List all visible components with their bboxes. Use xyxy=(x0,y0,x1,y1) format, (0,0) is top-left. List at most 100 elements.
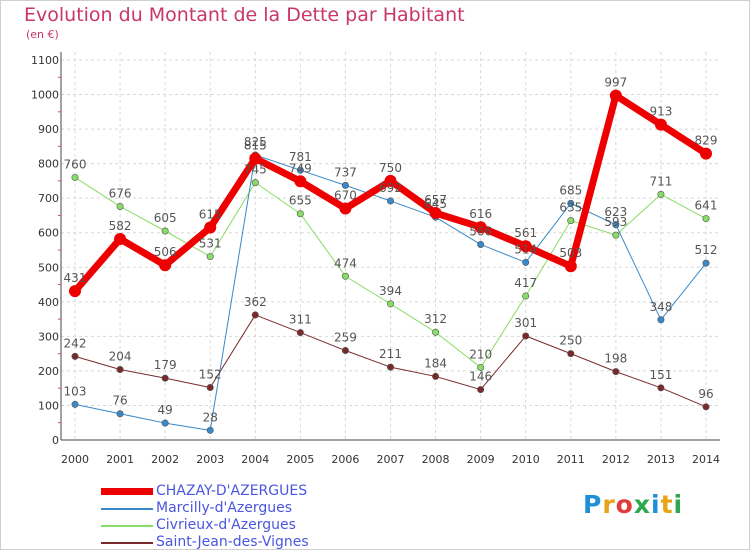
data-point xyxy=(294,175,307,188)
logo-letter: i xyxy=(651,490,661,519)
data-label: 242 xyxy=(64,336,87,350)
data-label: 531 xyxy=(199,237,222,251)
x-tick-label: 2012 xyxy=(602,453,630,466)
data-label: 641 xyxy=(695,199,718,213)
data-point xyxy=(474,221,487,234)
data-label: 745 xyxy=(244,163,267,177)
data-label: 514 xyxy=(514,242,537,256)
legend-swatch xyxy=(101,508,153,510)
data-label: 750 xyxy=(379,161,402,175)
data-label: 184 xyxy=(424,356,447,370)
data-label: 198 xyxy=(604,352,627,366)
data-label: 593 xyxy=(604,215,627,229)
data-point xyxy=(612,221,620,229)
data-label: 362 xyxy=(244,295,267,309)
legend-label: Saint-Jean-des-Vignes xyxy=(156,534,309,550)
data-point xyxy=(116,202,124,210)
data-point xyxy=(567,350,575,358)
logo-letter: P xyxy=(583,490,603,519)
data-point xyxy=(206,426,214,434)
data-label: 997 xyxy=(604,76,627,90)
data-point xyxy=(657,316,665,324)
data-label: 582 xyxy=(109,219,132,233)
data-point xyxy=(702,259,710,267)
data-label: 605 xyxy=(154,211,177,225)
data-label: 210 xyxy=(469,347,492,361)
data-point xyxy=(432,372,440,380)
data-label: 655 xyxy=(289,194,312,208)
data-point xyxy=(522,332,530,340)
data-point xyxy=(612,231,620,239)
data-label: 566 xyxy=(469,224,492,238)
data-point xyxy=(69,285,81,298)
data-label: 737 xyxy=(334,165,357,179)
y-tick-label: 800 xyxy=(38,158,59,171)
data-point xyxy=(161,227,169,235)
data-point xyxy=(386,363,394,371)
data-label: 623 xyxy=(604,205,627,219)
logo-letter: x xyxy=(633,490,651,519)
data-point xyxy=(251,311,259,319)
data-label: 152 xyxy=(199,367,222,381)
data-label: 829 xyxy=(695,134,718,148)
data-label: 616 xyxy=(469,207,492,221)
data-point xyxy=(522,258,530,266)
data-label: 204 xyxy=(109,350,132,364)
data-label: 211 xyxy=(379,347,402,361)
data-point xyxy=(116,410,124,418)
logo-letter: i xyxy=(673,490,684,519)
data-point xyxy=(654,118,667,131)
data-label: 76 xyxy=(112,394,127,408)
data-label: 474 xyxy=(334,256,357,270)
data-label: 512 xyxy=(695,243,718,257)
data-point xyxy=(609,89,622,102)
data-label: 103 xyxy=(64,384,87,398)
y-tick-label: 700 xyxy=(38,192,59,205)
data-point xyxy=(114,232,127,245)
data-point xyxy=(341,272,349,280)
data-point xyxy=(339,202,352,215)
data-label: 711 xyxy=(649,174,672,188)
y-tick-label: 300 xyxy=(38,330,59,343)
y-tick-label: 100 xyxy=(38,399,59,412)
data-label: 503 xyxy=(559,246,582,260)
legend-label: Civrieux-d'Azergues xyxy=(156,517,296,533)
data-label: 312 xyxy=(424,312,447,326)
data-point xyxy=(296,166,304,174)
chart-title: Evolution du Montant de la Dette par Hab… xyxy=(24,4,465,26)
data-point xyxy=(296,329,304,337)
x-tick-label: 2003 xyxy=(196,453,224,466)
data-label: 417 xyxy=(514,276,537,290)
data-label: 825 xyxy=(244,135,267,149)
data-point xyxy=(341,181,349,189)
data-label: 146 xyxy=(469,370,492,384)
logo-letter: o xyxy=(615,490,634,519)
y-tick-label: 1000 xyxy=(31,89,59,102)
data-label: 815 xyxy=(244,138,267,152)
data-point xyxy=(567,199,575,207)
data-label: 645 xyxy=(424,197,447,211)
data-point xyxy=(702,215,710,223)
data-point xyxy=(71,400,79,408)
data-label: 394 xyxy=(379,284,402,298)
data-point xyxy=(702,403,710,411)
data-point xyxy=(384,174,397,187)
data-label: 311 xyxy=(289,313,312,327)
y-tick-label: 0 xyxy=(52,434,59,447)
data-point xyxy=(249,152,262,165)
data-point xyxy=(386,300,394,308)
y-tick-label: 900 xyxy=(38,123,59,136)
data-point xyxy=(71,173,79,181)
data-label: 760 xyxy=(64,157,87,171)
data-label: 28 xyxy=(203,410,218,424)
data-point xyxy=(657,190,665,198)
data-label: 250 xyxy=(559,334,582,348)
data-label: 657 xyxy=(424,193,447,207)
data-point xyxy=(477,386,485,394)
data-point xyxy=(71,352,79,360)
data-label: 348 xyxy=(649,300,672,314)
data-point xyxy=(519,240,532,253)
y-tick-label: 200 xyxy=(38,365,59,378)
data-point xyxy=(204,221,217,234)
data-label: 49 xyxy=(158,403,173,417)
